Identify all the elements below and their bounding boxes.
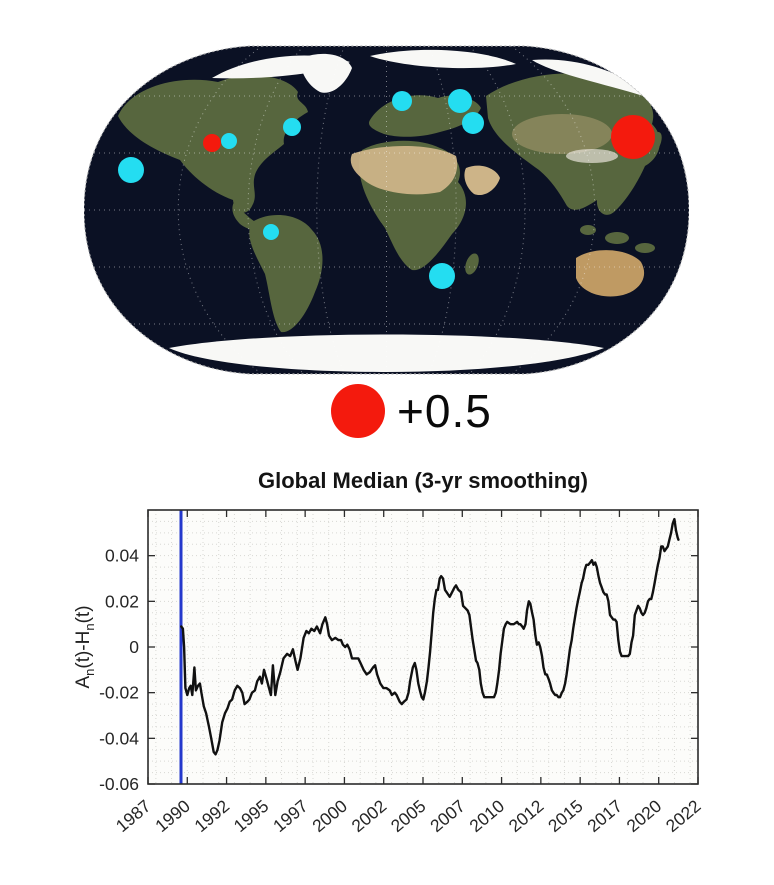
map-marker-north-atlantic-uk — [392, 91, 412, 111]
legend-marker-dot — [331, 384, 385, 438]
x-tick-label: 1992 — [190, 796, 233, 836]
x-tick-label: 2012 — [505, 796, 548, 836]
chart-title: Global Median (3-yr smoothing) — [257, 468, 588, 493]
y-tick-label: -0.04 — [99, 728, 139, 748]
map-legend: +0.5 — [331, 384, 492, 438]
map-marker-south-atlantic — [429, 263, 455, 289]
x-tick-label: 2017 — [583, 796, 626, 836]
legend-label: +0.5 — [397, 385, 492, 437]
y-tick-label: 0.04 — [105, 546, 139, 566]
x-tick-label: 1987 — [112, 796, 155, 836]
island-borneo — [580, 225, 596, 235]
x-tick-label: 2010 — [465, 796, 508, 837]
map-ice — [169, 49, 650, 372]
ice-arctic-europe — [370, 49, 516, 69]
x-tick-label: 1995 — [230, 796, 273, 836]
ice-arctic-siberia — [532, 59, 650, 98]
continent-south-america — [249, 215, 323, 333]
x-tick-label: 2002 — [348, 796, 391, 836]
timeseries-chart: 0.04 0.02 0 -0.02 -0.04 -0.061987199019921995… — [99, 509, 705, 837]
map-marker-scandinavia — [448, 89, 472, 113]
ice-antarctica — [169, 334, 604, 372]
world-map — [84, 45, 689, 375]
x-tick-label: 1990 — [151, 796, 194, 837]
y-tick-label: -0.06 — [99, 774, 139, 794]
map-marker-north-pacific — [118, 157, 144, 183]
map-marker-western-us — [221, 133, 237, 149]
x-tick-label: 2020 — [623, 796, 666, 837]
himalaya-range — [566, 149, 618, 163]
map-marker-us-west-coast — [203, 134, 221, 152]
map-marker-black-sea — [462, 112, 484, 134]
x-tick-label: 2007 — [426, 796, 469, 836]
island-new-guinea — [635, 243, 655, 253]
map-desert-overlays — [350, 114, 618, 196]
island-indonesia — [605, 232, 629, 244]
map-marker-peru-coast — [263, 224, 279, 240]
series-line-global-median — [180, 517, 680, 756]
world-map-panel — [84, 42, 689, 378]
x-tick-label: 2000 — [308, 796, 351, 837]
x-tick-label: 1997 — [269, 796, 312, 836]
x-tick-label: 2015 — [544, 796, 587, 836]
y-tick-label: 0 — [129, 637, 139, 657]
axis-ticks — [147, 510, 699, 785]
x-tick-label: 2005 — [387, 796, 430, 836]
map-marker-northwest-pacific — [611, 115, 655, 159]
desert-central-asia — [512, 114, 612, 154]
desert-arabia — [464, 165, 500, 196]
island-madagascar — [465, 253, 479, 275]
plot-grid — [148, 510, 698, 784]
y-tick-label: -0.02 — [99, 683, 139, 703]
y-tick-label: 0.02 — [105, 591, 139, 611]
x-tick-label: 2022 — [662, 796, 705, 836]
continent-australia — [576, 250, 645, 297]
ice-arctic-canada — [212, 55, 350, 79]
map-graticule — [84, 46, 689, 374]
desert-sahara — [350, 145, 458, 195]
map-marker-northeast-america — [283, 118, 301, 136]
map-markers — [118, 89, 655, 289]
